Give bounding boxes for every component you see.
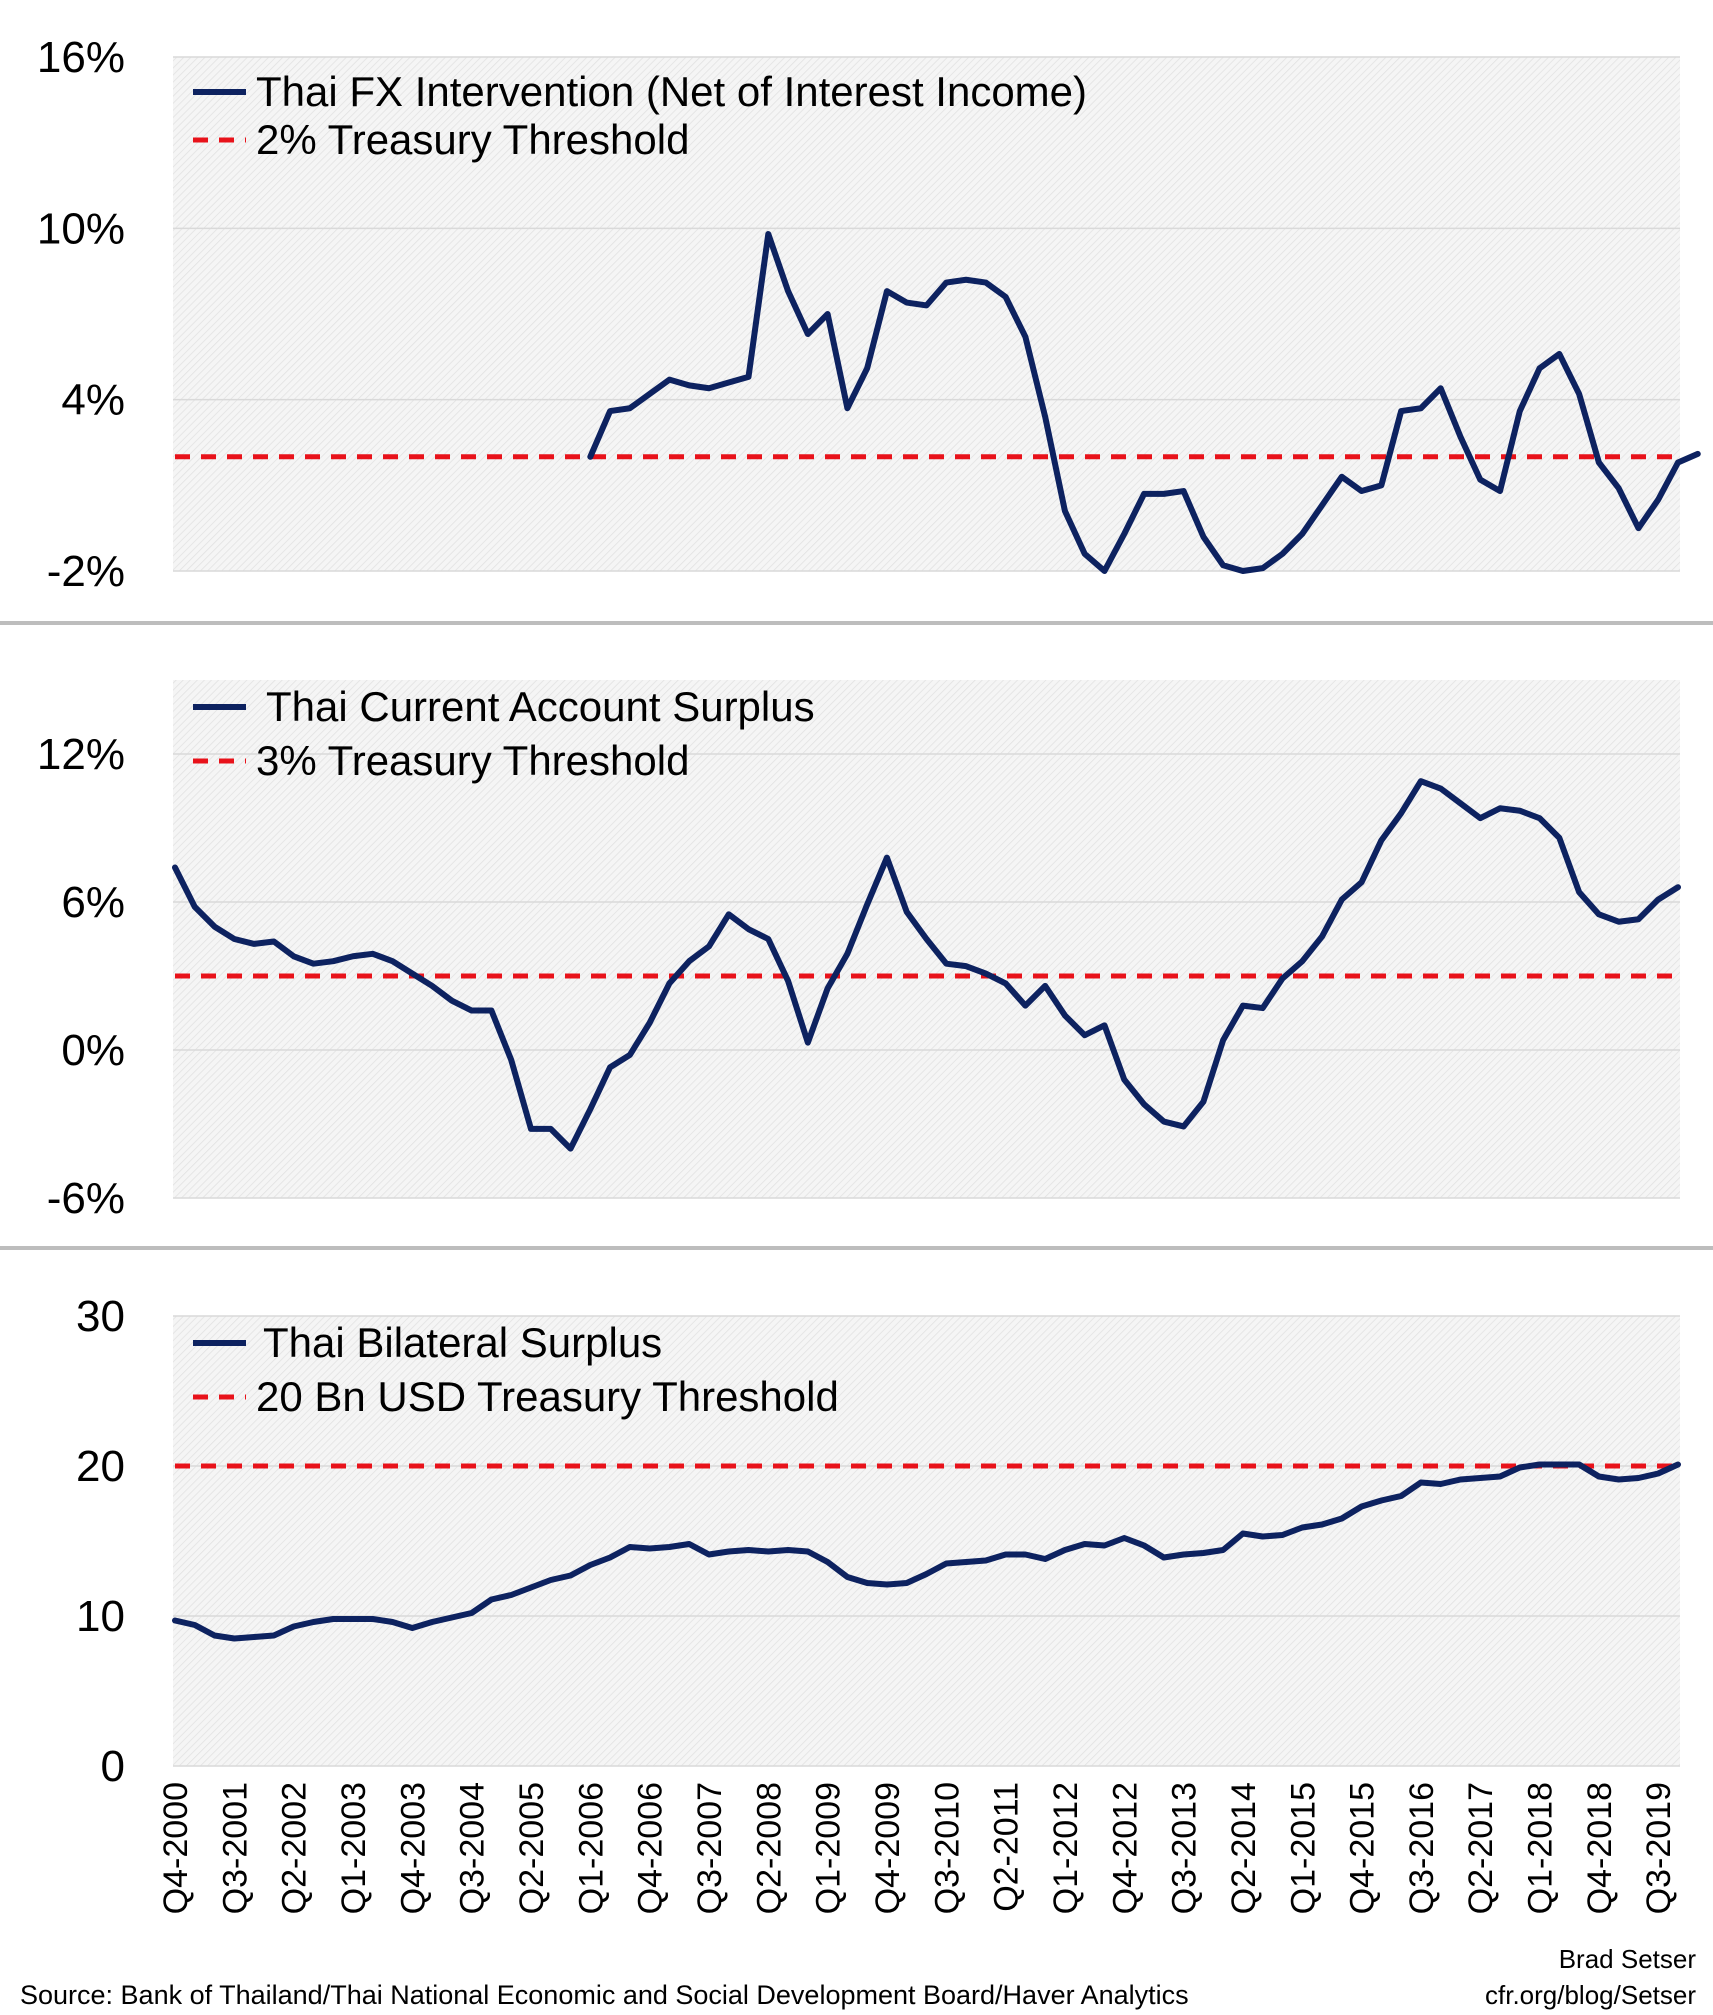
x-tick-label: Q1-2006 xyxy=(572,1782,610,1914)
x-tick-label: Q2-2002 xyxy=(276,1782,314,1914)
plot-area-bilateral-surplus xyxy=(173,1316,1680,1766)
y-tick-bilateral-label: 10 xyxy=(76,1592,125,1641)
legend-current-account: Thai Current Account Surplus 3% Treasury… xyxy=(193,683,815,784)
x-tick-label: Q4-2003 xyxy=(394,1782,432,1914)
panel-current-account: 12% 6% 0% -6% Thai Current Account Surplus … xyxy=(37,680,1681,1223)
fx-intervention-line xyxy=(587,231,1701,574)
x-tick-label: Q4-2015 xyxy=(1344,1782,1382,1914)
y-tick-ca-label: -6% xyxy=(47,1174,125,1223)
x-tick-label: Q1-2003 xyxy=(335,1782,373,1914)
legend-fx-intervention: Thai FX Intervention (Net of Interest In… xyxy=(193,68,1087,163)
x-tick-label: Q1-2009 xyxy=(810,1782,848,1914)
x-tick-label: Q4-2018 xyxy=(1581,1782,1619,1914)
panel-fx-intervention: 16% 10% 4% -2% Thai FX Intervention (Net of… xyxy=(37,33,1701,596)
legend-label-bilateral-threshold: 20 Bn USD Treasury Threshold xyxy=(256,1373,839,1420)
author-credit: Brad Setser xyxy=(1559,1944,1697,1974)
x-tick-label: Q1-2018 xyxy=(1522,1782,1560,1914)
x-tick-label: Q3-2010 xyxy=(928,1782,966,1914)
y-tick-ca-label: 0% xyxy=(61,1026,125,1075)
x-tick-label: Q3-2013 xyxy=(1166,1782,1204,1914)
plot-area-fx-intervention xyxy=(173,57,1680,571)
site-credit: cfr.org/blog/Setser xyxy=(1485,1980,1696,2010)
x-axis-labels: Q4-2000 Q3-2001 Q2-2002 Q1-2003 Q4-2003 Q3-20… xyxy=(157,1782,1678,1914)
x-tick-label: Q2-2011 xyxy=(988,1782,1026,1912)
y-tick-bilateral-label: 30 xyxy=(76,1292,125,1341)
x-tick-label: Q2-2005 xyxy=(513,1782,551,1914)
x-tick-label: Q3-2001 xyxy=(216,1782,254,1914)
y-tick-bilateral-label: 0 xyxy=(101,1742,125,1791)
x-tick-label: Q3-2007 xyxy=(691,1782,729,1914)
legend-bilateral-surplus: Thai Bilateral Surplus 20 Bn USD Treasur… xyxy=(193,1319,839,1420)
y-tick-bilateral-label: 20 xyxy=(76,1442,125,1491)
legend-label-ca-series: Thai Current Account Surplus xyxy=(266,683,815,730)
legend-label-ca-threshold: 3% Treasury Threshold xyxy=(256,737,689,784)
x-tick-label: Q3-2019 xyxy=(1640,1782,1678,1914)
x-tick-label: Q4-2000 xyxy=(157,1782,195,1914)
x-tick-label: Q3-2016 xyxy=(1403,1782,1441,1914)
x-tick-label: Q3-2004 xyxy=(454,1782,492,1914)
panel-bilateral-surplus: 30 20 10 0 Thai Bilateral Surplus 20 Bn USD… xyxy=(76,1292,1681,1791)
x-tick-label: Q4-2006 xyxy=(632,1782,670,1914)
y-tick-ca-label: 6% xyxy=(61,878,125,927)
x-tick-label: Q2-2008 xyxy=(750,1782,788,1914)
legend-label-bilateral-series: Thai Bilateral Surplus xyxy=(263,1319,662,1366)
legend-label-fx-series: Thai FX Intervention (Net of Interest In… xyxy=(256,68,1087,115)
panel-fx-intervention-yticks: 16% 10% 4% -2% xyxy=(37,33,125,596)
current-account-line xyxy=(172,778,1681,1152)
x-tick-label: Q1-2015 xyxy=(1284,1782,1322,1914)
y-tick-fx-label: 10% xyxy=(37,204,125,253)
y-tick-fx-label: 4% xyxy=(61,376,125,425)
x-tick-label: Q1-2012 xyxy=(1047,1782,1085,1914)
y-tick-fx-label: -2% xyxy=(47,547,125,596)
panel-bilateral-surplus-yticks: 30 20 10 0 xyxy=(76,1292,125,1791)
legend-label-fx-threshold: 2% Treasury Threshold xyxy=(256,116,689,163)
x-tick-label: Q4-2009 xyxy=(869,1782,907,1914)
bilateral-surplus-line xyxy=(172,1461,1681,1642)
y-tick-fx-label: 16% xyxy=(37,33,125,82)
x-tick-label: Q2-2014 xyxy=(1225,1782,1263,1914)
panel-current-account-yticks: 12% 6% 0% -6% xyxy=(37,730,125,1223)
source-note: Source: Bank of Thailand/Thai National E… xyxy=(20,1980,1189,2010)
x-tick-label: Q2-2017 xyxy=(1462,1782,1500,1914)
panel-current-account-grid xyxy=(173,753,1680,1199)
footer: Source: Bank of Thailand/Thai National E… xyxy=(20,1944,1696,2010)
y-tick-ca-label: 12% xyxy=(37,730,125,779)
x-tick-label: Q4-2012 xyxy=(1106,1782,1144,1914)
